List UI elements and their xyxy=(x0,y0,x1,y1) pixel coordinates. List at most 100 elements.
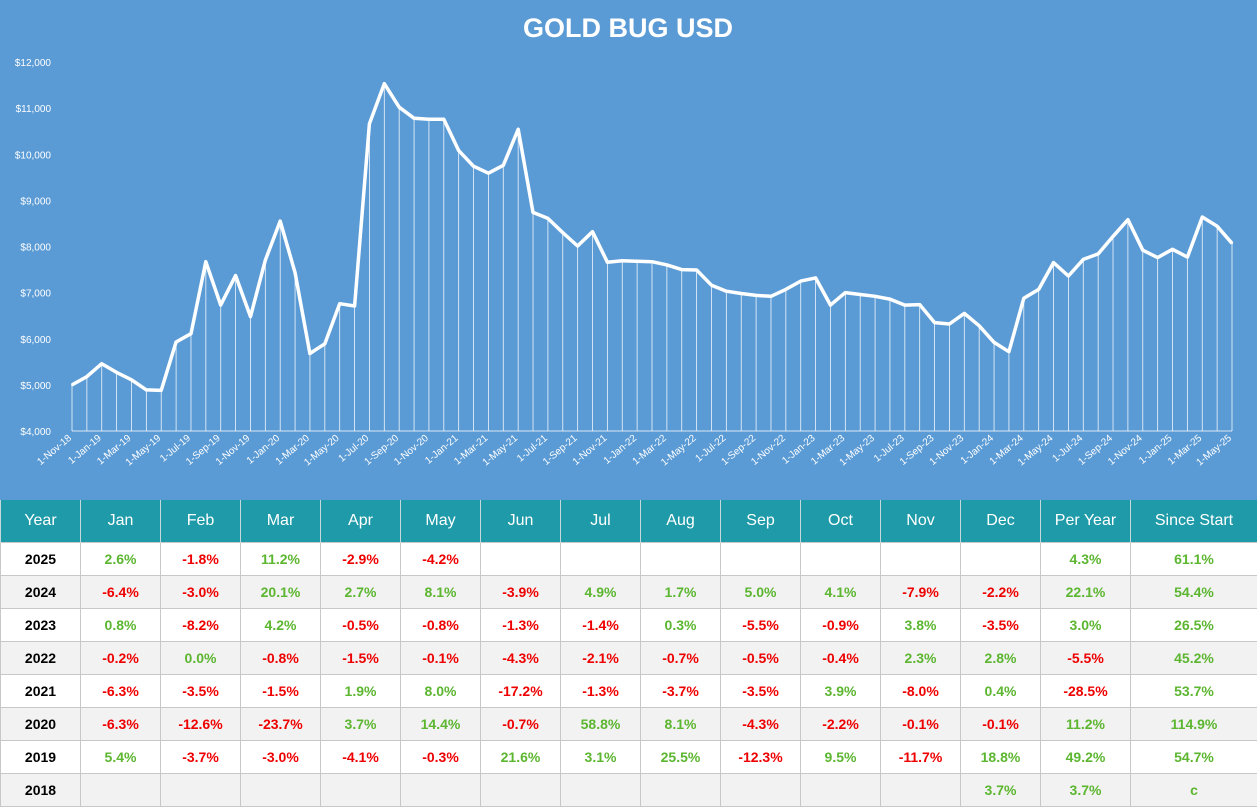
data-point xyxy=(502,164,505,167)
return-cell xyxy=(400,773,481,807)
return-cell: -7.9% xyxy=(880,575,961,609)
return-cell: 2.8% xyxy=(960,641,1041,675)
return-cell xyxy=(720,773,801,807)
data-point xyxy=(1171,248,1174,251)
year-cell: 2021 xyxy=(0,674,81,708)
data-point xyxy=(323,342,326,345)
return-cell: -1.5% xyxy=(320,641,401,675)
data-point xyxy=(695,269,698,272)
data-point xyxy=(621,259,624,262)
column-header: Dec xyxy=(960,500,1041,543)
line-chart: GOLD BUG USD $4,000 $5,000 $6,000 $7,000 $8,0… xyxy=(15,13,1234,468)
year-cell: 2023 xyxy=(0,608,81,642)
return-cell: 49.2% xyxy=(1040,740,1131,774)
data-point xyxy=(576,245,579,248)
data-point xyxy=(680,268,683,271)
data-point xyxy=(115,371,118,374)
return-cell: 45.2% xyxy=(1130,641,1257,675)
column-header: Feb xyxy=(160,500,241,543)
column-header: Mar xyxy=(240,500,321,543)
return-cell: -2.2% xyxy=(800,707,881,741)
data-point xyxy=(413,117,416,120)
data-point xyxy=(1082,258,1085,261)
return-cell: 1.7% xyxy=(640,575,721,609)
data-point xyxy=(383,82,386,85)
table-row: 2023 0.8% -8.2% 4.2% -0.5% -0.8% -1.3% -1.4% 0.3… xyxy=(0,608,1257,642)
return-cell: 0.0% xyxy=(160,641,241,675)
return-cell: 1.9% xyxy=(320,674,401,708)
return-cell: 4.9% xyxy=(560,575,641,609)
data-point xyxy=(591,230,594,233)
data-point xyxy=(1186,256,1189,259)
y-tick-label: $9,000 xyxy=(20,196,51,207)
return-cell: 8.1% xyxy=(640,707,721,741)
table-row: 2022 -0.2% 0.0% -0.8% -1.5% -0.1% -4.3% -2.1% -0… xyxy=(0,641,1257,675)
return-cell: -1.8% xyxy=(160,542,241,576)
data-point xyxy=(665,263,668,266)
return-cell: 8.1% xyxy=(400,575,481,609)
column-header: Year xyxy=(0,500,81,543)
data-point xyxy=(948,322,951,325)
table-body: 2025 2.6% -1.8% 11.2% -2.9% -4.2% 4.3% 61.1% 202… xyxy=(0,542,1257,807)
return-cell: -0.7% xyxy=(480,707,561,741)
data-point xyxy=(755,294,758,297)
return-cell: -4.3% xyxy=(720,707,801,741)
data-point xyxy=(517,128,520,131)
data-point xyxy=(1067,275,1070,278)
data-point xyxy=(249,315,252,318)
data-point xyxy=(725,290,728,293)
return-cell: -4.1% xyxy=(320,740,401,774)
data-point xyxy=(1216,225,1219,228)
return-cell xyxy=(80,773,161,807)
data-point xyxy=(175,340,178,343)
table-row: 2021 -6.3% -3.5% -1.5% 1.9% 8.0% -17.2% -1.3% -3… xyxy=(0,674,1257,708)
return-cell: -0.2% xyxy=(80,641,161,675)
return-cell xyxy=(320,773,401,807)
return-cell: -3.0% xyxy=(160,575,241,609)
year-cell: 2019 xyxy=(0,740,81,774)
data-point xyxy=(279,220,282,223)
return-cell: 25.5% xyxy=(640,740,721,774)
return-cell: 2.6% xyxy=(80,542,161,576)
return-cell: -2.2% xyxy=(960,575,1041,609)
return-cell: 20.1% xyxy=(240,575,321,609)
return-cell: 58.8% xyxy=(560,707,641,741)
y-tick-label: $7,000 xyxy=(20,289,51,300)
return-cell: 3.1% xyxy=(560,740,641,774)
data-point xyxy=(264,259,267,262)
data-point xyxy=(338,302,341,305)
data-point xyxy=(1037,288,1040,291)
data-point xyxy=(145,388,148,391)
table-row: 2018 3.7% 3.7% c xyxy=(0,773,1257,807)
return-cell: -28.5% xyxy=(1040,674,1131,708)
return-cell xyxy=(800,773,881,807)
year-cell: 2018 xyxy=(0,773,81,807)
return-cell: -3.5% xyxy=(960,608,1041,642)
table-header-row: Year Jan Feb Mar Apr May Jun Jul Aug Sep Oct Nov Dec… xyxy=(0,500,1257,543)
return-cell: -1.3% xyxy=(480,608,561,642)
year-cell: 2020 xyxy=(0,707,81,741)
data-point xyxy=(1141,249,1144,252)
return-cell: 14.4% xyxy=(400,707,481,741)
table-row: 2019 5.4% -3.7% -3.0% -4.1% -0.3% 21.6% 3.1% 25.… xyxy=(0,740,1257,774)
return-cell: -2.9% xyxy=(320,542,401,576)
return-cell: 11.2% xyxy=(1040,707,1131,741)
data-point xyxy=(353,305,356,308)
data-point xyxy=(1156,256,1159,259)
column-header: Since Start xyxy=(1130,500,1257,543)
return-cell: -0.8% xyxy=(400,608,481,642)
table-row: 2024 -6.4% -3.0% 20.1% 2.7% 8.1% -3.9% 4.9% 1.7%… xyxy=(0,575,1257,609)
data-point xyxy=(546,217,549,220)
return-cell: 54.7% xyxy=(1130,740,1257,774)
return-cell: -0.5% xyxy=(720,641,801,675)
return-cell: -0.5% xyxy=(320,608,401,642)
column-header: Jul xyxy=(560,500,641,543)
data-point xyxy=(487,172,490,175)
return-cell: -8.0% xyxy=(880,674,961,708)
return-cell: 114.9% xyxy=(1130,707,1257,741)
return-cell: -3.7% xyxy=(160,740,241,774)
data-point xyxy=(1126,218,1129,221)
return-cell: 4.3% xyxy=(1040,542,1131,576)
data-point xyxy=(1052,261,1055,264)
data-point xyxy=(799,280,802,283)
